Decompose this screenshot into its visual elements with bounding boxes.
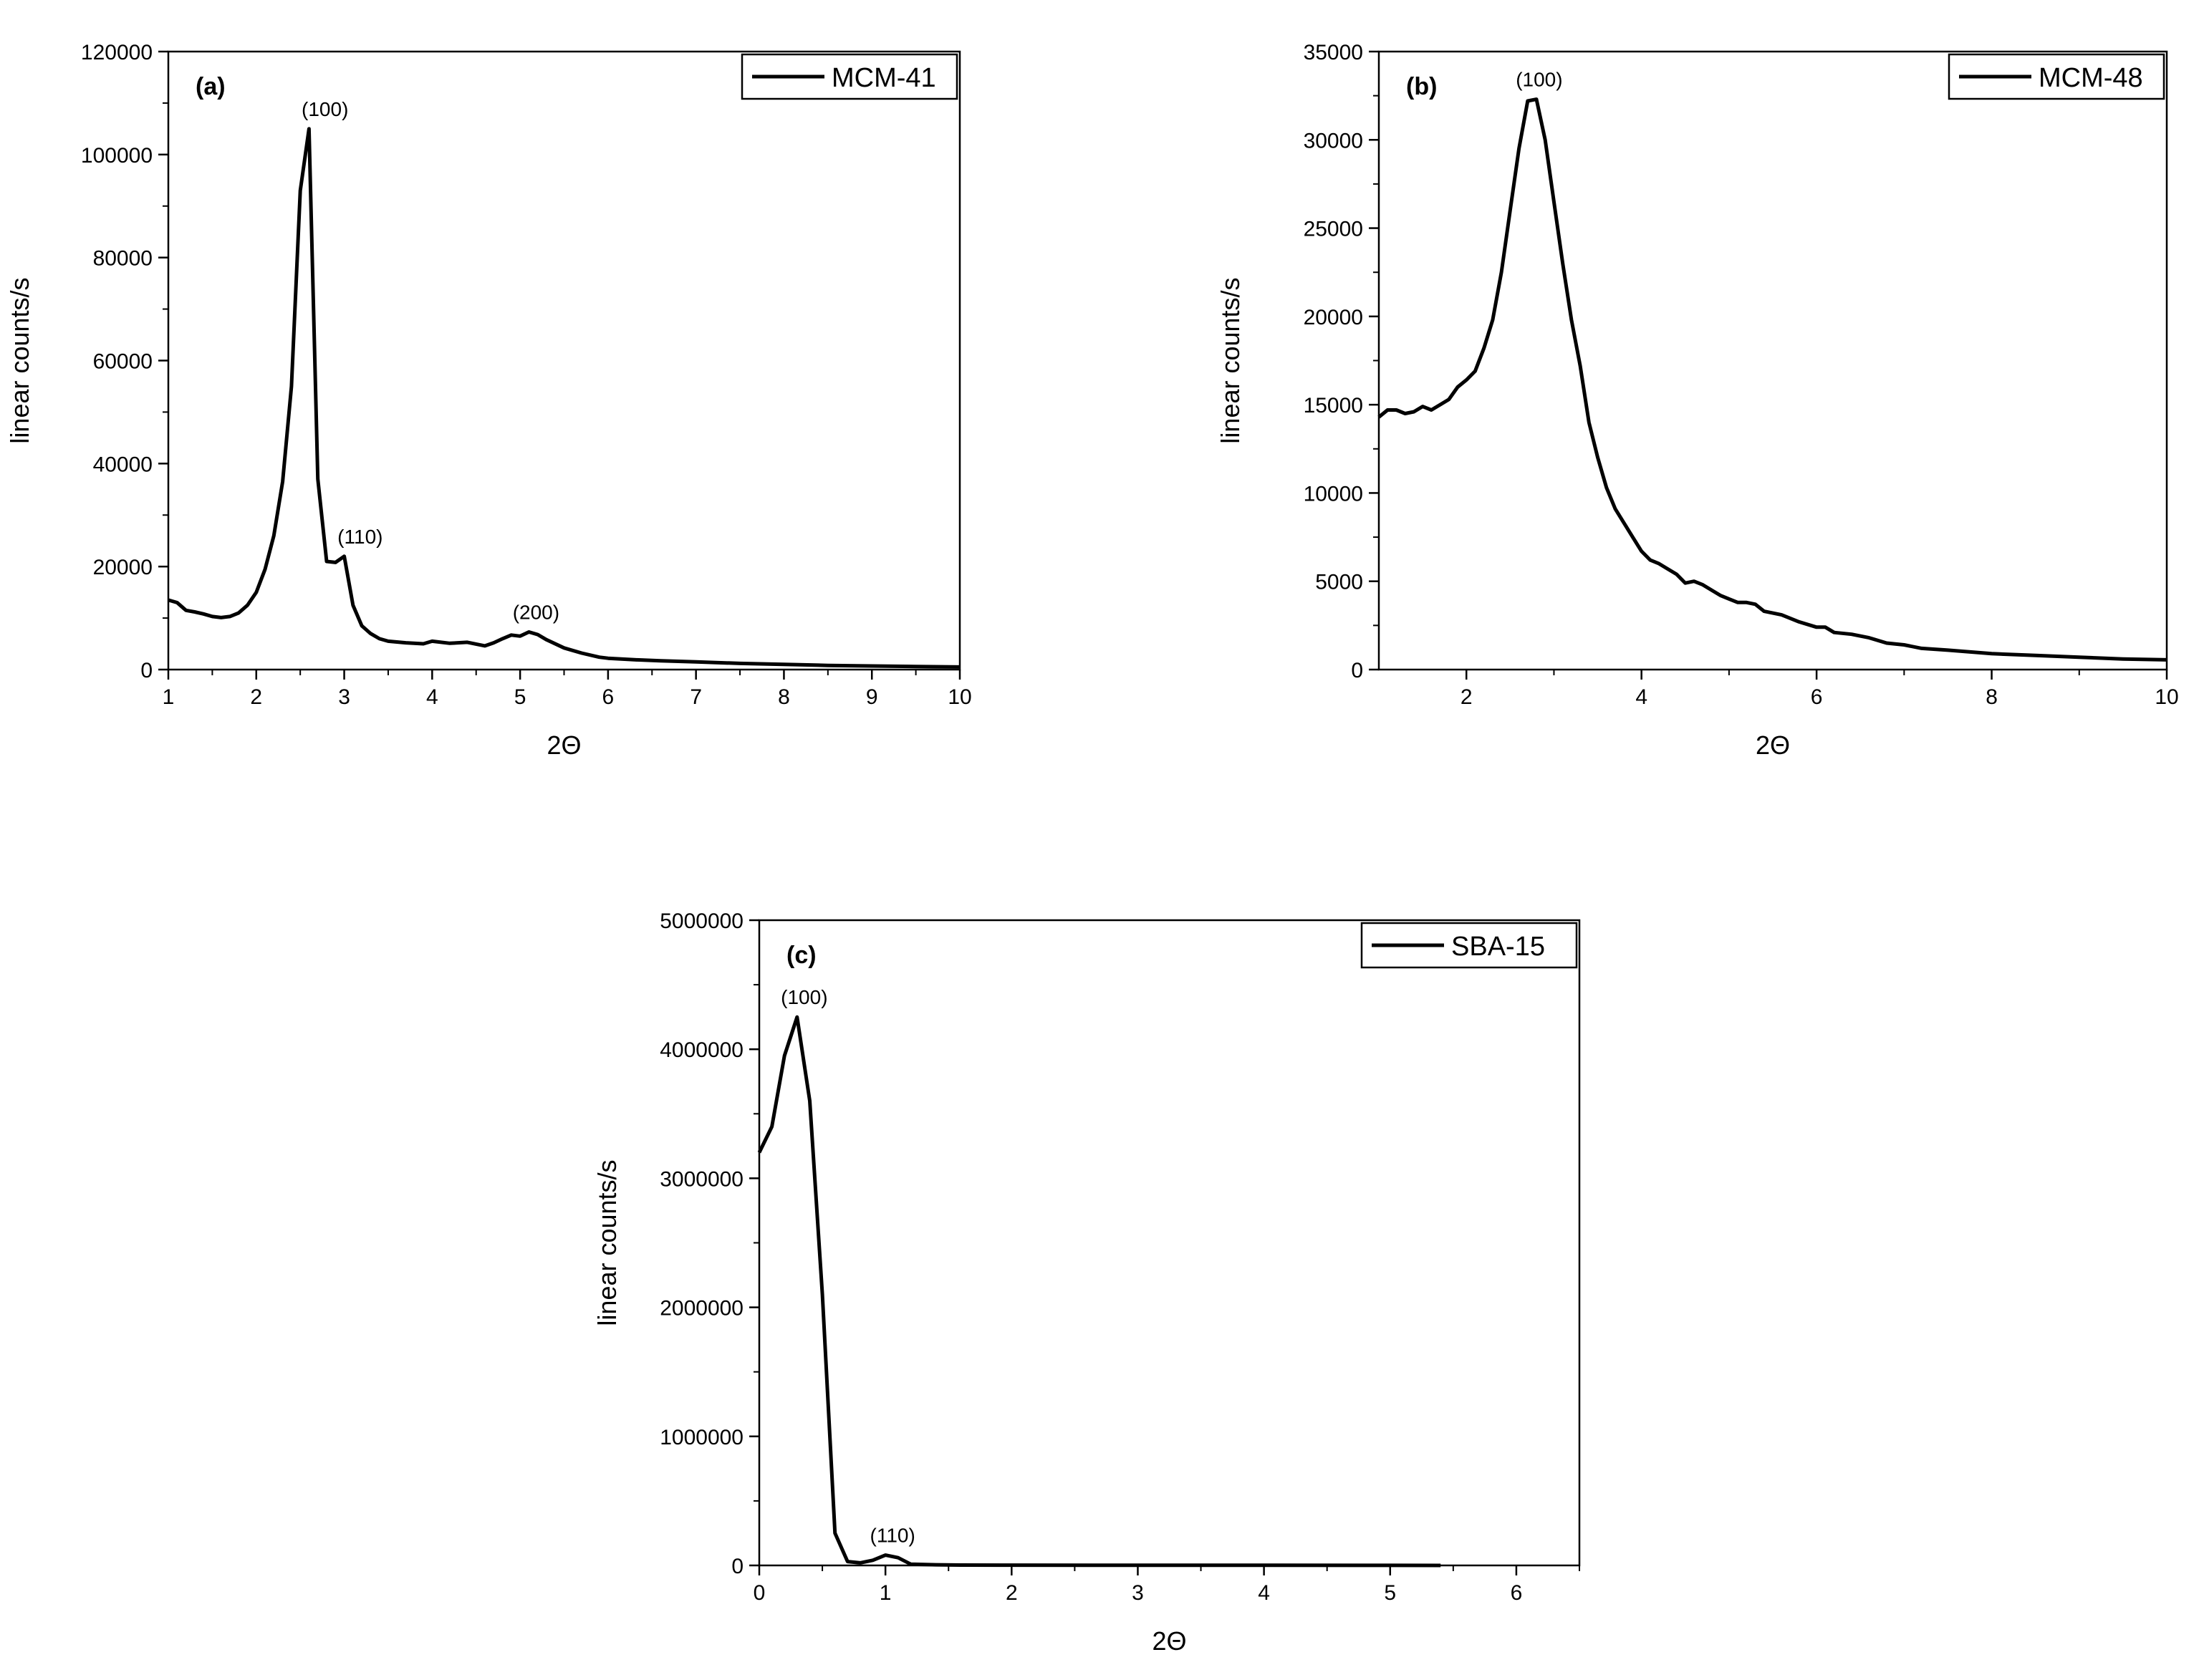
- x-tick-label: 0: [754, 1581, 766, 1605]
- y-tick-label: 20000: [1304, 306, 1363, 329]
- legend-label: MCM-41: [832, 63, 936, 93]
- x-tick-label: 10: [2155, 685, 2178, 709]
- y-tick-label: 60000: [93, 350, 153, 374]
- x-tick-label: 10: [948, 685, 971, 709]
- x-axis-title: 2Θ: [1152, 1626, 1186, 1656]
- y-tick-label: 10000: [1304, 482, 1363, 506]
- y-tick-label: 5000: [1315, 571, 1363, 594]
- y-tick-label: 20000: [93, 556, 153, 579]
- x-tick-label: 2: [250, 685, 262, 709]
- x-axis-title: 2Θ: [1756, 730, 1790, 760]
- x-axis-title: 2Θ: [547, 730, 581, 760]
- series-line: [1377, 97, 2167, 662]
- x-tick-label: 9: [866, 685, 878, 709]
- y-tick-label: 5000000: [660, 909, 744, 933]
- x-tick-label: 1: [163, 685, 175, 709]
- y-tick-label: 0: [1351, 659, 1363, 682]
- x-tick-label: 7: [690, 685, 702, 709]
- y-tick-label: 4000000: [660, 1038, 744, 1062]
- panel-label: (c): [786, 942, 817, 969]
- panel-2: 2 4 6 8 10 0 5000 10000 15000 20000 25000 30000 3500…: [1216, 41, 2179, 760]
- series-line: [168, 127, 961, 669]
- x-tick-label: 6: [1511, 1581, 1523, 1605]
- y-tick-label: 15000: [1304, 394, 1363, 417]
- y-tick-label: 120000: [81, 41, 153, 64]
- x-tick-label: 2: [1461, 685, 1473, 709]
- peak-annotation: (100): [781, 986, 827, 1008]
- panel-3: 0 1 2 3 4 5 6 0 1000000 2000000 3000000 4000000 5000…: [592, 909, 1581, 1656]
- x-tick-label: 4: [1635, 685, 1647, 709]
- series-line: [757, 1015, 1441, 1568]
- y-tick-label: 80000: [93, 247, 153, 271]
- plot-frame: [167, 50, 961, 671]
- plot-frame: [1377, 50, 2168, 671]
- y-tick-label: 25000: [1304, 218, 1363, 241]
- panel-1: 1 2 3 4 5 6 7 8 9 10 0 20000 40000 60000 80000 100000 12…: [5, 41, 972, 760]
- panel-label: (a): [196, 73, 226, 100]
- legend-label: SBA-15: [1451, 932, 1545, 962]
- x-tick-label: 6: [602, 685, 615, 709]
- x-tick-label: 8: [1986, 685, 1998, 709]
- x-tick-label: 3: [338, 685, 350, 709]
- y-tick-label: 3000000: [660, 1167, 744, 1191]
- y-tick-label: 0: [140, 659, 153, 682]
- y-tick-label: 0: [731, 1555, 744, 1578]
- peak-annotation: (100): [302, 98, 348, 120]
- y-axis-title: linear counts/s: [1216, 277, 1245, 443]
- x-tick-label: 3: [1132, 1581, 1144, 1605]
- y-axis-title: linear counts/s: [592, 1159, 622, 1326]
- x-tick-label: 4: [1258, 1581, 1270, 1605]
- x-tick-label: 6: [1811, 685, 1823, 709]
- y-tick-label: 40000: [93, 453, 153, 476]
- legend-label: MCM-48: [2039, 63, 2143, 93]
- x-tick-label: 1: [880, 1581, 892, 1605]
- x-tick-label: 5: [514, 685, 526, 709]
- y-tick-label: 1000000: [660, 1426, 744, 1449]
- peak-annotation: (100): [1516, 69, 1562, 91]
- x-tick-label: 4: [426, 685, 438, 709]
- y-tick-label: 35000: [1304, 41, 1363, 64]
- y-tick-label: 2000000: [660, 1297, 744, 1321]
- y-tick-label: 30000: [1304, 129, 1363, 153]
- y-tick-label: 100000: [81, 144, 153, 168]
- plot-frame: [758, 919, 1581, 1567]
- x-tick-label: 8: [778, 685, 790, 709]
- x-tick-label: 5: [1384, 1581, 1396, 1605]
- peak-annotation: (110): [870, 1525, 915, 1547]
- peak-annotation: (110): [337, 526, 382, 548]
- x-tick-label: 2: [1006, 1581, 1018, 1605]
- panel-label: (b): [1406, 73, 1437, 100]
- peak-annotation: (200): [513, 602, 559, 624]
- y-axis-title: linear counts/s: [5, 277, 34, 443]
